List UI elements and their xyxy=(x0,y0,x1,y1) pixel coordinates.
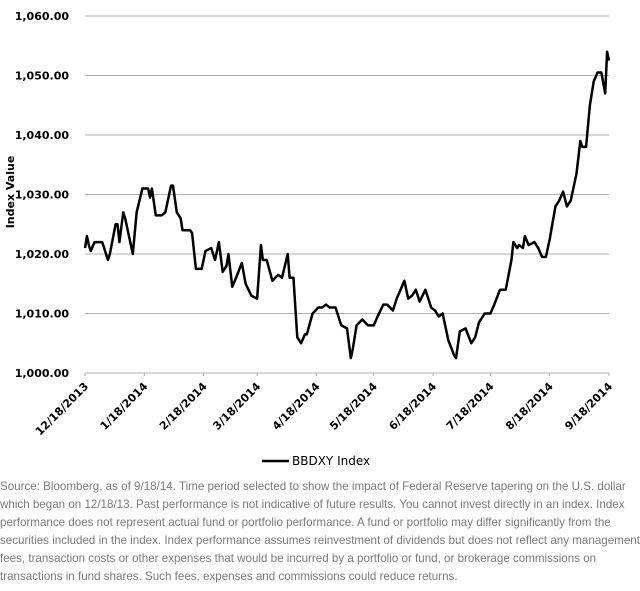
x-tick-label: 4/18/2014 xyxy=(270,380,323,433)
y-axis-label: Index Value xyxy=(4,156,17,229)
x-tick-label: 8/18/2014 xyxy=(503,380,556,433)
y-tick-label: 1,040.00 xyxy=(15,129,70,142)
chart: Index Value 1,000.00 1,010.00 1,020.00 1,03… xyxy=(4,10,615,468)
x-tick-label: 2/18/2014 xyxy=(157,380,210,433)
x-tick-label: 6/18/2014 xyxy=(386,380,439,433)
source-note: Source: Bloomberg, as of 9/18/14. Time p… xyxy=(0,480,640,583)
x-tick-label: 5/18/2014 xyxy=(327,380,380,433)
y-tick-label: 1,000.00 xyxy=(15,367,70,380)
x-tick-label: 7/18/2014 xyxy=(444,380,497,433)
x-tick-label: 3/18/2014 xyxy=(210,380,263,433)
line-series xyxy=(83,50,611,360)
y-tick-label: 1,050.00 xyxy=(15,70,70,83)
legend-label: BBDXY Index xyxy=(292,454,370,468)
y-tick-label: 1,060.00 xyxy=(15,10,70,23)
y-tick-label: 1,010.00 xyxy=(15,308,70,321)
x-tick-label: 1/18/2014 xyxy=(98,380,151,433)
x-tick-label: 12/18/2013 xyxy=(33,380,91,438)
y-tick-label: 1,020.00 xyxy=(15,248,70,261)
y-tick-label: 1,030.00 xyxy=(15,189,70,202)
x-tick-label: 9/18/2014 xyxy=(562,380,615,433)
